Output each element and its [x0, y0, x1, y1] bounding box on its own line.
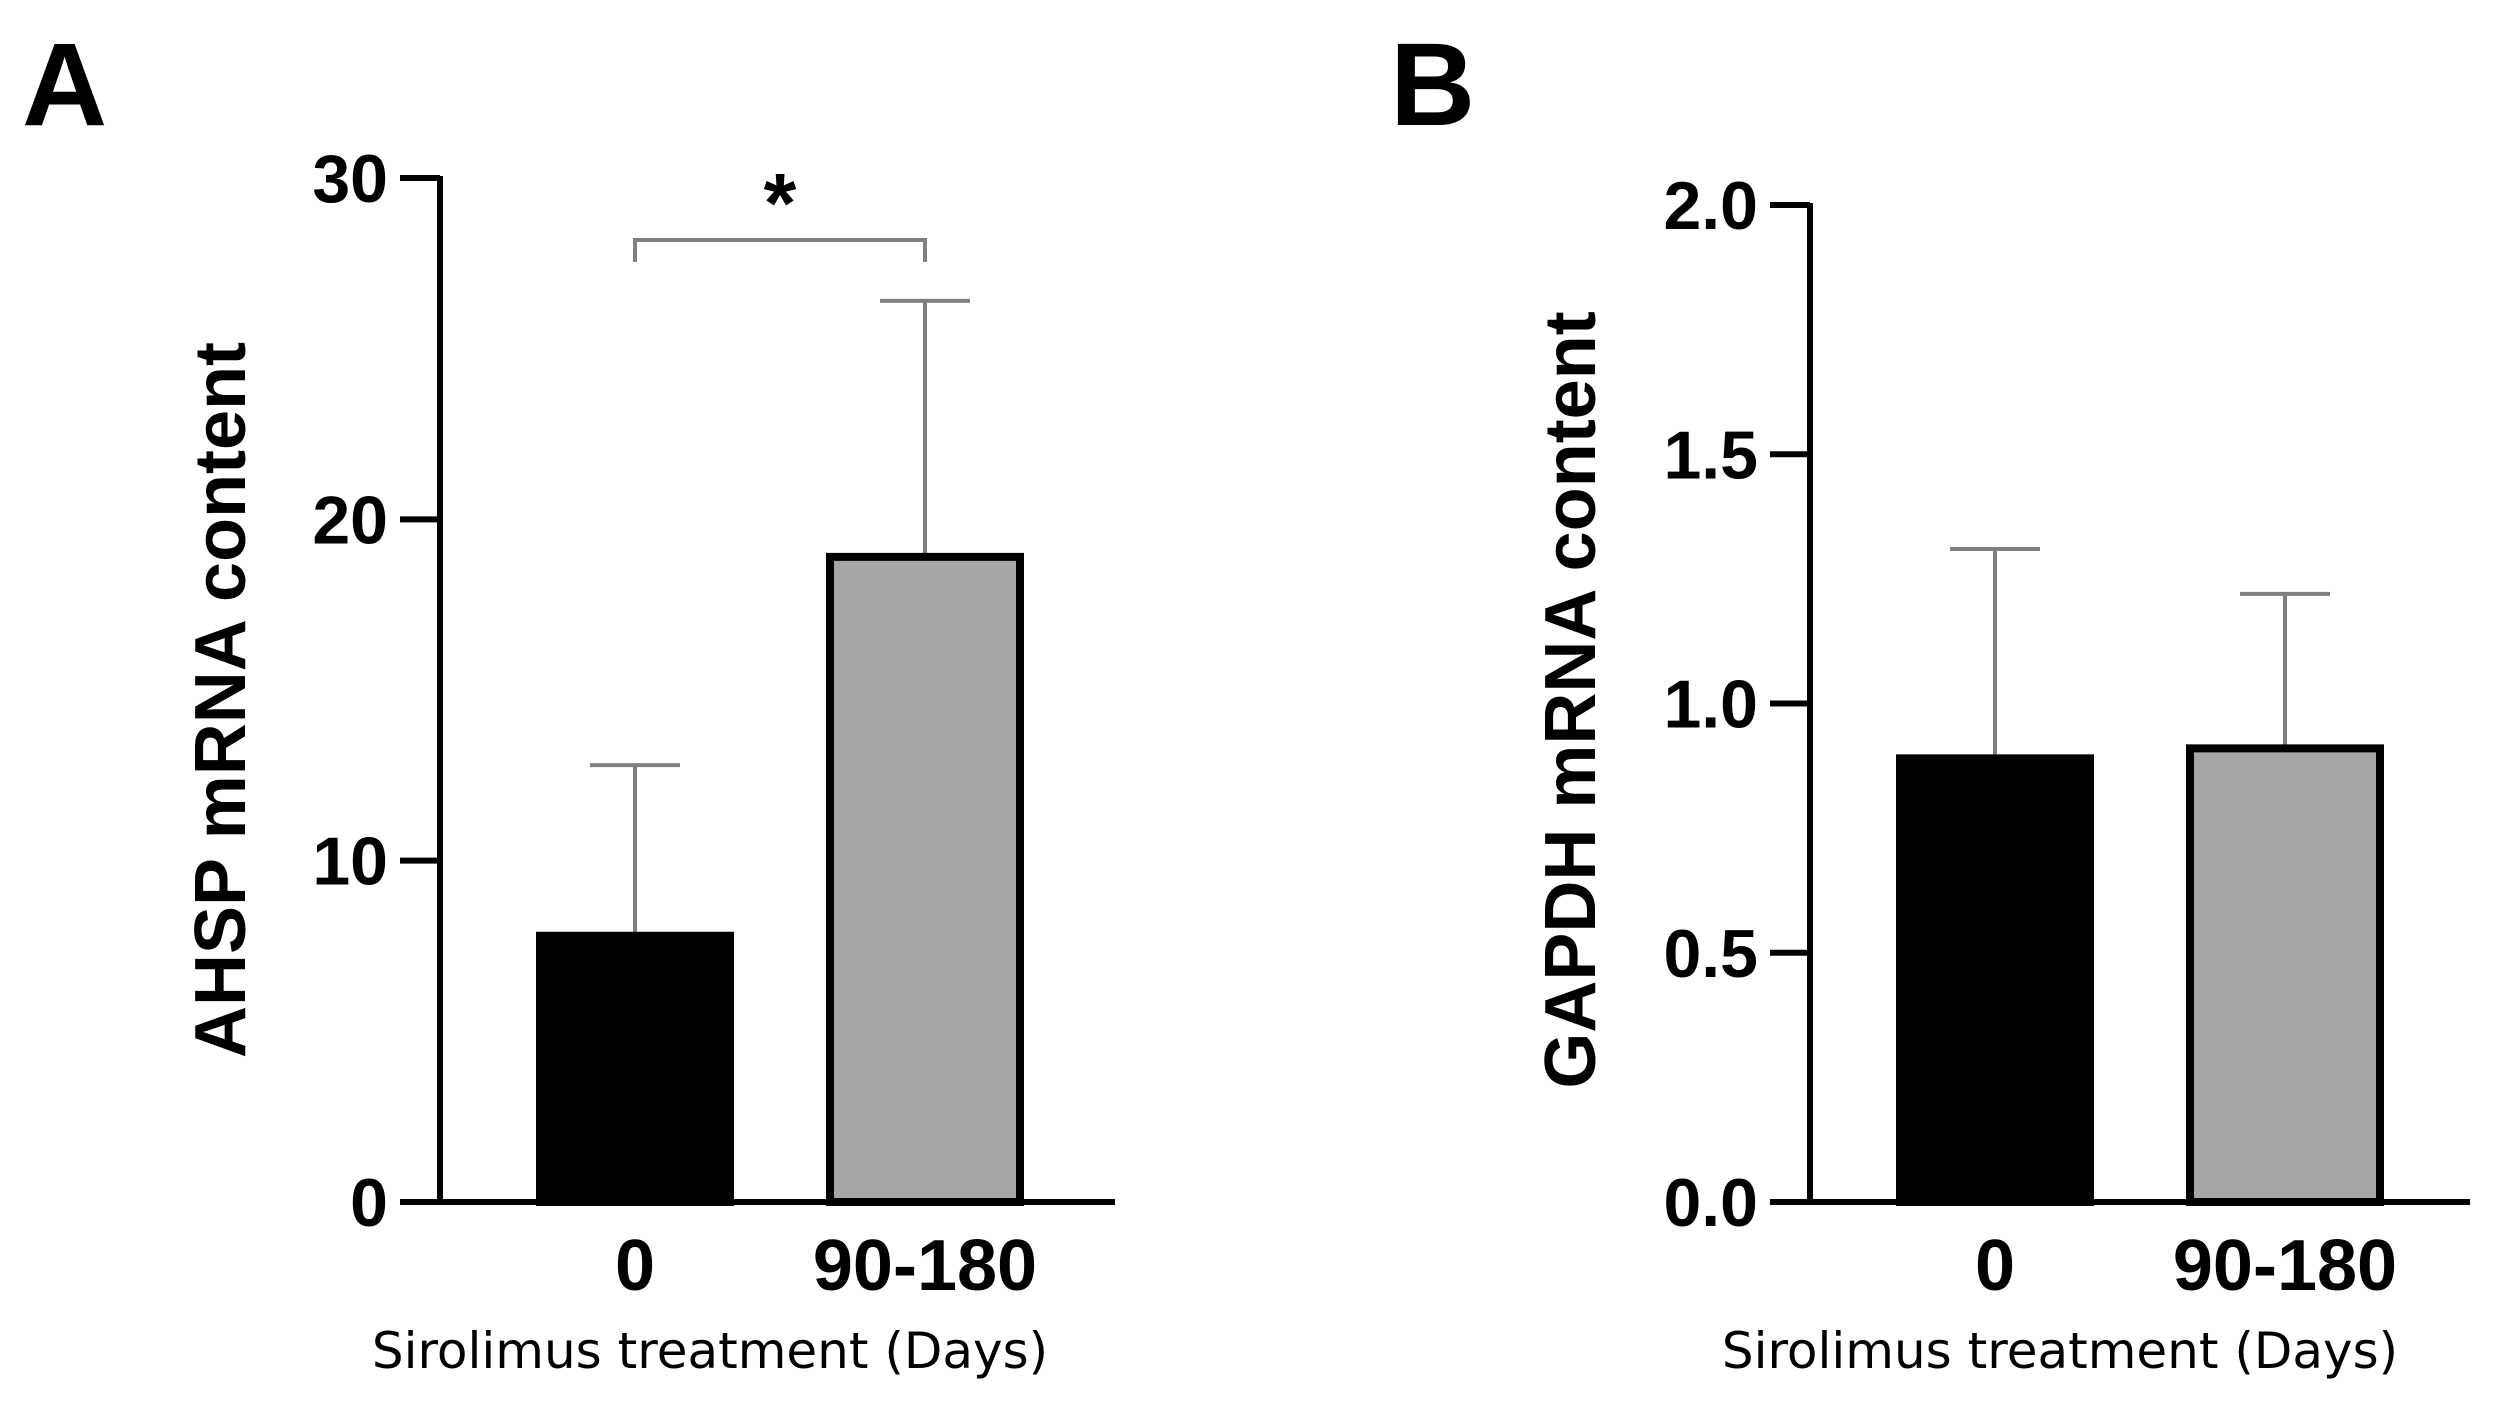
y-tick-label: 0.0	[1663, 1165, 1758, 1241]
panel-letter-a: A	[22, 19, 107, 151]
bar	[2186, 744, 2384, 1206]
y-tick-label: 0	[350, 1165, 388, 1241]
x-tick-label: 0	[615, 1226, 655, 1306]
bar	[826, 552, 1024, 1206]
y-tick-label: 1.5	[1663, 417, 1758, 493]
panel-a: A 0 10 20 30 0 90-180 * AHSP mRNA content Siro…	[22, 19, 1115, 1380]
panel-b: B 0.0 0.5 1.0 1.5 2.0 0 90-180 GAPDH mRNA cont…	[1390, 19, 2470, 1380]
x-axis-title: Sirolimus treatment (Days)	[372, 1322, 1048, 1380]
x-tick-label: 90-180	[2173, 1226, 2397, 1306]
x-tick-label: 90-180	[813, 1226, 1037, 1306]
bar	[536, 931, 734, 1206]
y-tick-label: 1.0	[1663, 667, 1758, 743]
y-tick-label: 20	[312, 482, 388, 558]
y-tick-label: 0.5	[1663, 916, 1758, 992]
y-tick-label: 2.0	[1663, 168, 1758, 244]
y-axis-title: GAPDH mRNA content	[1531, 311, 1611, 1088]
y-tick-label: 10	[312, 824, 388, 900]
x-axis-title: Sirolimus treatment (Days)	[1722, 1322, 2398, 1380]
y-tick-label: 30	[312, 141, 388, 217]
bar	[1896, 754, 2094, 1207]
x-tick-label: 0	[1975, 1226, 2015, 1306]
significance-bracket	[633, 238, 927, 262]
y-axis-title: AHSP mRNA content	[181, 342, 261, 1058]
significance-label: *	[764, 156, 797, 250]
panel-letter-b: B	[1390, 19, 1475, 151]
